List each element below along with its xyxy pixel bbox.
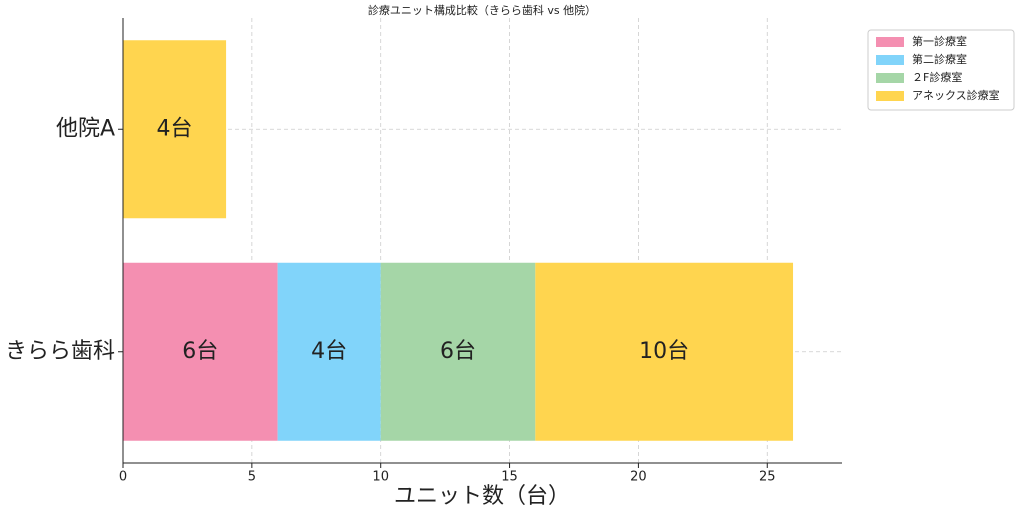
legend-swatch — [876, 73, 904, 83]
legend-swatch — [876, 55, 904, 65]
legend-swatch — [876, 37, 904, 47]
legend-box — [867, 29, 1015, 111]
bar-segment — [380, 262, 536, 441]
x-tick-label: 0 — [119, 470, 127, 485]
data-label: 6台 — [182, 339, 218, 364]
x-tick-label: 10 — [372, 470, 389, 485]
legend-label: アネックス診療室 — [912, 88, 1000, 102]
bar-segment — [535, 262, 794, 441]
y-tick-label: 他院A — [56, 116, 115, 141]
data-label: 10台 — [639, 339, 689, 364]
bar-segment — [277, 262, 381, 441]
x-tick-label: 5 — [248, 470, 256, 485]
x-tick-label: 25 — [759, 470, 776, 485]
legend-label: 第一診療室 — [912, 34, 967, 48]
data-label: 4台 — [311, 339, 347, 364]
legend-label: 第二診療室 — [912, 52, 967, 66]
legend-label: ２F診療室 — [912, 70, 962, 84]
data-label: 6台 — [440, 339, 476, 364]
chart-title: 診療ユニット構成比較（きらら歯科 vs 他院） — [368, 3, 596, 17]
bar-segment — [123, 40, 227, 219]
y-tick-label: きらら歯科 — [5, 339, 115, 364]
x-tick-label: 20 — [630, 470, 647, 485]
bar-segment — [123, 262, 278, 441]
data-label: 4台 — [157, 116, 193, 141]
x-axis-label: ユニット数（台） — [394, 484, 570, 509]
x-tick-label: 15 — [501, 470, 518, 485]
legend-swatch — [876, 91, 904, 101]
